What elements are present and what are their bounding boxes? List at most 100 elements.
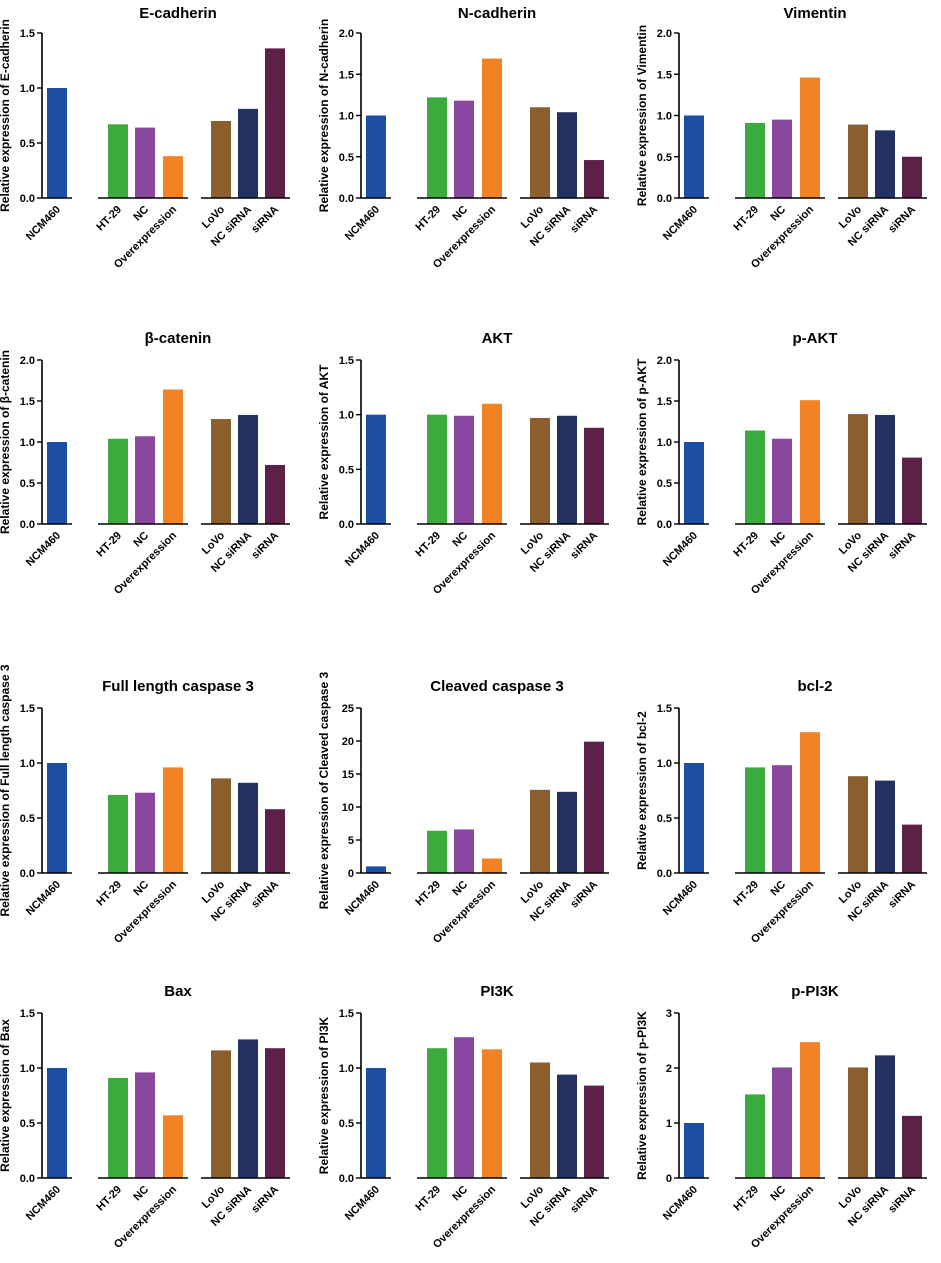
x-category-label: NCM460 bbox=[24, 530, 63, 569]
bar-nc-sirna bbox=[557, 791, 577, 873]
y-tick-label: 1.5 bbox=[20, 28, 35, 40]
bar-nc-sirna bbox=[238, 108, 258, 198]
bar-ncm460 bbox=[47, 1068, 67, 1178]
x-category-label: siRNA bbox=[886, 204, 918, 236]
y-axis-label: Relative expression of E-cadherin bbox=[0, 19, 12, 212]
chart-title: N-cadherin bbox=[458, 5, 536, 22]
chart-title: β-catenin bbox=[145, 330, 212, 347]
chart-panel-11: PI3K Relative expression of PI3K 0.0 0.5 1.0… bbox=[317, 983, 609, 1251]
chart-title: p-AKT bbox=[793, 330, 838, 347]
x-category-label: NCM460 bbox=[661, 204, 700, 243]
bar-sirna bbox=[902, 156, 922, 198]
bar-ncm460 bbox=[47, 88, 67, 198]
bar-nc bbox=[454, 829, 474, 873]
y-axis-label: Relative expression of Vimentin bbox=[635, 25, 649, 206]
x-category-label: HT-29 bbox=[731, 530, 761, 560]
y-tick-label: 0 bbox=[666, 1173, 672, 1185]
bar-sirna bbox=[584, 427, 604, 524]
x-category-label: NC bbox=[131, 1184, 151, 1204]
x-category-label: siRNA bbox=[568, 1184, 600, 1216]
bar-lovo bbox=[848, 124, 868, 198]
y-tick-label: 1.5 bbox=[339, 355, 354, 367]
y-axis-label: Relative expression of p-AKT bbox=[635, 358, 649, 525]
x-category-label: siRNA bbox=[249, 1184, 281, 1216]
chart-panel-1: E-cadherin Relative expression of E-cadhe… bbox=[0, 5, 290, 271]
bar-nc bbox=[772, 119, 792, 198]
bar-lovo bbox=[211, 121, 231, 198]
y-tick-label: 1.5 bbox=[20, 396, 35, 408]
y-tick-label: 1.0 bbox=[20, 1063, 35, 1075]
chart-panel-8: Cleaved caspase 3 Relative expression of … bbox=[317, 671, 609, 946]
y-tick-label: 1.0 bbox=[339, 1063, 354, 1075]
bar-nc bbox=[135, 792, 155, 873]
y-tick-label: 1.5 bbox=[20, 1008, 35, 1020]
x-category-label: HT-29 bbox=[94, 530, 124, 560]
y-tick-label: 2 bbox=[666, 1063, 672, 1075]
x-category-label: HT-29 bbox=[413, 530, 443, 560]
y-axis-label: Relative expression of PI3K bbox=[317, 1016, 331, 1174]
bar-sirna bbox=[265, 464, 285, 524]
y-tick-label: 0.5 bbox=[339, 464, 354, 476]
y-tick-label: 1.0 bbox=[20, 758, 35, 770]
bar-ncm460 bbox=[47, 763, 67, 873]
y-tick-label: 0.0 bbox=[339, 193, 354, 205]
bar-ncm460 bbox=[47, 442, 67, 524]
bar-nc bbox=[772, 1067, 792, 1178]
bar-sirna bbox=[265, 48, 285, 199]
bar-nc-sirna bbox=[875, 414, 895, 524]
y-axis-label: Relative expression of β-catenin bbox=[0, 350, 12, 534]
bar-nc bbox=[135, 436, 155, 524]
y-tick-label: 1.0 bbox=[339, 410, 354, 422]
bar-ncm460 bbox=[366, 414, 386, 524]
y-tick-label: 1.5 bbox=[339, 1008, 354, 1020]
x-category-label: HT-29 bbox=[413, 204, 443, 234]
x-category-label: NCM460 bbox=[24, 204, 63, 243]
y-tick-label: 0 bbox=[348, 868, 354, 880]
x-category-label: HT-29 bbox=[731, 204, 761, 234]
y-tick-label: 0.0 bbox=[20, 193, 35, 205]
x-category-label: NC bbox=[768, 879, 788, 899]
bar-ncm460 bbox=[684, 115, 704, 198]
y-tick-label: 0.0 bbox=[20, 1173, 35, 1185]
chart-title: Full length caspase 3 bbox=[102, 678, 254, 695]
bar-lovo bbox=[530, 107, 550, 198]
x-category-label: NC bbox=[768, 1184, 788, 1204]
y-tick-label: 3 bbox=[666, 1008, 672, 1020]
x-category-label: NCM460 bbox=[343, 530, 382, 569]
x-category-label: siRNA bbox=[568, 530, 600, 562]
bar-ht-29 bbox=[427, 830, 447, 873]
chart-panel-6: p-AKT Relative expression of p-AKT 0.0 0.5 1… bbox=[635, 330, 927, 597]
y-tick-label: 0.0 bbox=[657, 193, 672, 205]
x-category-label: siRNA bbox=[886, 1184, 918, 1216]
bar-nc bbox=[772, 765, 792, 873]
bar-ht-29 bbox=[427, 414, 447, 524]
bar-sirna bbox=[584, 741, 604, 873]
x-category-label: NC bbox=[768, 530, 788, 550]
bar-ht-29 bbox=[745, 122, 765, 198]
bar-overexpression bbox=[482, 58, 502, 199]
y-axis-label: Relative expression of Cleaved caspase 3 bbox=[317, 671, 331, 909]
y-tick-label: 0.5 bbox=[339, 152, 354, 164]
bar-sirna bbox=[902, 824, 922, 873]
y-tick-label: 1.0 bbox=[657, 758, 672, 770]
y-tick-label: 1 bbox=[666, 1118, 672, 1130]
x-category-label: HT-29 bbox=[413, 879, 443, 909]
chart-title: bcl-2 bbox=[797, 678, 832, 695]
bar-ht-29 bbox=[108, 1077, 128, 1178]
x-category-label: siRNA bbox=[568, 879, 600, 911]
bar-lovo bbox=[211, 778, 231, 873]
x-category-label: NC bbox=[450, 530, 470, 550]
chart-title: p-PI3K bbox=[791, 983, 839, 1000]
bar-ncm460 bbox=[684, 763, 704, 873]
bar-lovo bbox=[530, 789, 550, 873]
bar-lovo bbox=[848, 776, 868, 873]
x-category-label: HT-29 bbox=[94, 204, 124, 234]
x-category-label: HT-29 bbox=[731, 879, 761, 909]
chart-panel-2: N-cadherin Relative expression of N-cadhe… bbox=[317, 5, 609, 271]
bar-overexpression bbox=[163, 389, 183, 524]
bar-ncm460 bbox=[366, 866, 386, 873]
y-tick-label: 0.0 bbox=[657, 519, 672, 531]
y-tick-label: 20 bbox=[342, 736, 354, 748]
x-category-label: siRNA bbox=[249, 879, 281, 911]
chart-panel-3: Vimentin Relative expression of Vimentin 0… bbox=[635, 5, 927, 271]
